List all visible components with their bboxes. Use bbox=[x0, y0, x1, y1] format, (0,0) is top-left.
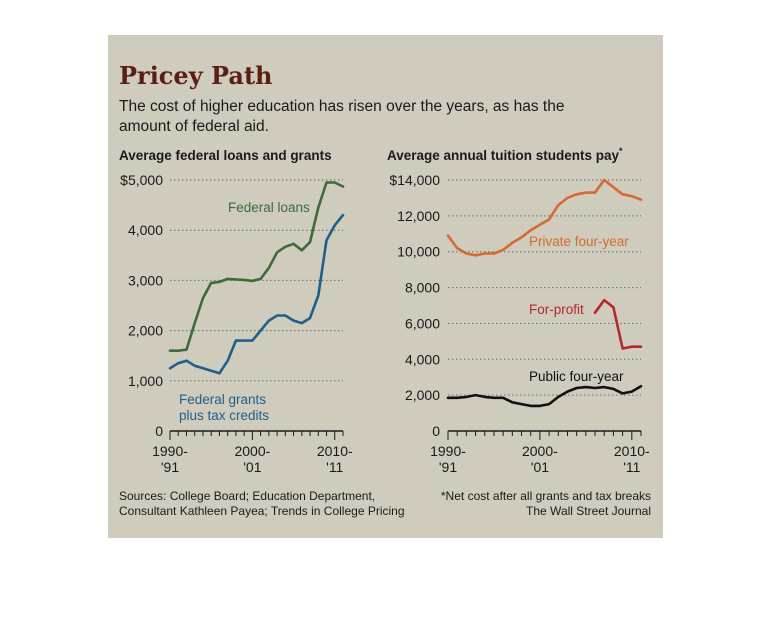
credit-line: The Wall Street Journal bbox=[526, 504, 651, 518]
sources-line-1: Sources: College Board; Education Depart… bbox=[119, 489, 375, 503]
y-tick-label: 3,000 bbox=[128, 272, 163, 288]
for-profit-label: For-profit bbox=[529, 302, 584, 317]
y-tick-label: 0 bbox=[432, 423, 440, 439]
y-tick-label: 4,000 bbox=[128, 222, 163, 238]
x-tick-label-line-2: '11 bbox=[623, 459, 640, 475]
x-tick-label-line-2: '01 bbox=[531, 459, 549, 475]
series-line-federal-loans bbox=[168, 181, 345, 353]
loans-chart-title: Average federal loans and grants bbox=[119, 148, 332, 163]
federal-grants-label-line-1: Federal grants bbox=[179, 392, 266, 407]
subtitle-line-2: amount of federal aid. bbox=[119, 118, 269, 135]
y-tick-label: 10,000 bbox=[397, 244, 440, 260]
y-tick-label: 4,000 bbox=[405, 351, 440, 367]
y-tick-label: 0 bbox=[155, 423, 163, 439]
x-tick-label-line-2: '11 bbox=[326, 459, 343, 475]
tuition-chart: $14,000 12,000 10,000 8,000 6,000 4,000 2,000 0… bbox=[389, 172, 650, 475]
x-tick-label-line-2: '01 bbox=[243, 459, 261, 475]
y-tick-label: 1,000 bbox=[128, 373, 163, 389]
series-line-public-four-year bbox=[446, 384, 643, 408]
x-tick-label-line-1: 1990- bbox=[430, 443, 466, 459]
y-tick-label: 2,000 bbox=[128, 323, 163, 339]
x-tick-label-line-1: 2000- bbox=[234, 443, 270, 459]
federal-loans-label: Federal loans bbox=[228, 200, 310, 215]
y-tick-label: $14,000 bbox=[389, 172, 440, 188]
series-line-for-profit bbox=[593, 298, 643, 350]
tuition-chart-title-mark: * bbox=[619, 146, 623, 156]
y-tick-label: 12,000 bbox=[397, 208, 440, 224]
loans-grants-chart: $5,000 4,000 3,000 2,000 1,000 0 1990-'91 2000-… bbox=[120, 172, 353, 475]
x-tick-label-line-2: '91 bbox=[439, 459, 457, 475]
x-tick-label-line-1: 2010- bbox=[317, 443, 353, 459]
x-tick-label-line-1: 2010- bbox=[614, 443, 650, 459]
public-four-year-label: Public four-year bbox=[529, 369, 624, 384]
y-tick-label: 6,000 bbox=[405, 315, 440, 331]
series-line-federal-grants-plus-tax-credits bbox=[168, 213, 345, 375]
x-tick-label-line-1: 2000- bbox=[522, 443, 558, 459]
series-line-private-four-year bbox=[446, 178, 643, 257]
federal-grants-label-line-2: plus tax credits bbox=[179, 408, 269, 423]
y-tick-label: $5,000 bbox=[120, 172, 163, 188]
y-tick-label: 8,000 bbox=[405, 280, 440, 296]
chart-canvas: Pricey Path The cost of higher education… bbox=[119, 61, 651, 518]
private-four-year-label: Private four-year bbox=[529, 234, 629, 249]
tuition-chart-title-text: Average annual tuition students pay bbox=[387, 148, 620, 163]
x-tick-label-line-1: 1990- bbox=[152, 443, 188, 459]
footnote: *Net cost after all grants and tax break… bbox=[441, 489, 651, 503]
tuition-chart-title: Average annual tuition students pay* bbox=[387, 146, 623, 163]
x-tick-label-line-2: '91 bbox=[161, 459, 179, 475]
y-tick-label: 2,000 bbox=[405, 387, 440, 403]
subtitle-line-1: The cost of higher education has risen o… bbox=[119, 98, 564, 115]
page-title: Pricey Path bbox=[119, 61, 272, 90]
chart-panel: Pricey Path The cost of higher education… bbox=[108, 35, 663, 538]
sources-line-2: Consultant Kathleen Payea; Trends in Col… bbox=[119, 504, 405, 518]
